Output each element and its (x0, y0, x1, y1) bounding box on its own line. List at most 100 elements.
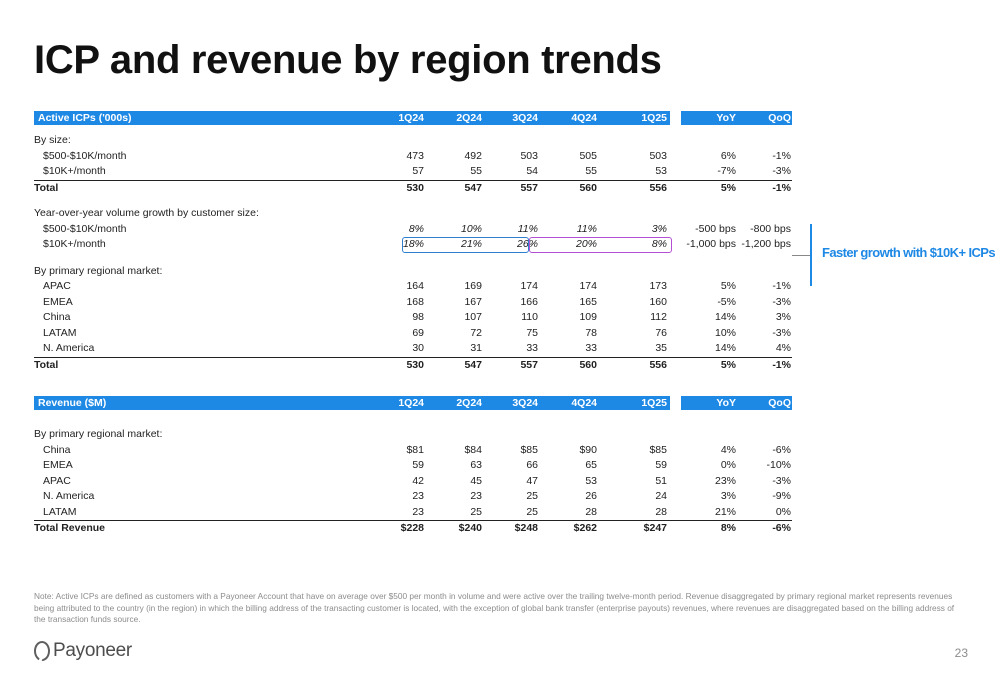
header-col: QoQ (768, 397, 791, 409)
table-cell: 3% (651, 222, 667, 235)
header-col: YoY (716, 112, 736, 124)
row-label: China (43, 311, 71, 323)
page-title: ICP and revenue by region trends (34, 38, 662, 82)
table-cell: 8% (651, 238, 667, 250)
section-label: Year-over-year volume growth by customer… (34, 206, 792, 222)
row-label: EMEA (43, 295, 73, 308)
section-label-text: By primary regional market: (34, 428, 163, 440)
table-cell: -6% (772, 443, 791, 456)
row-label: Total (34, 181, 59, 194)
table-cell: -7% (717, 165, 736, 177)
header-col: YoY (716, 397, 736, 409)
table-cell: 8% (408, 222, 424, 235)
table-cell: 55 (470, 165, 482, 177)
table-cell: 33 (526, 342, 538, 354)
table-row: LATAM 23 25 25 28 28 21% 0% (34, 505, 792, 521)
table-cell: 63 (470, 459, 482, 471)
row-label: $500-$10K/month (43, 222, 127, 235)
row-label: $500-$10K/month (43, 149, 127, 162)
row-label: N. America (43, 490, 95, 502)
table-cell: 25 (526, 490, 538, 502)
table-cell: 560 (579, 181, 597, 194)
table-cell: $85 (520, 443, 538, 456)
table-cell: 18% (402, 238, 424, 250)
row-label: $10K+/month (43, 165, 106, 177)
table-cell: 112 (650, 311, 667, 323)
table-cell: 5% (720, 181, 736, 194)
table-cell: 556 (649, 181, 667, 194)
row-label: LATAM (43, 505, 77, 518)
payoneer-logo-icon (34, 641, 50, 661)
table-row: LATAM 69 72 75 78 76 10% -3% (34, 326, 792, 342)
total-row: Total 530 547 557 560 556 5% -1% (34, 179, 792, 196)
header-col: 1Q25 (641, 397, 667, 409)
table-cell: 23 (412, 490, 424, 502)
table-row: $10K+/month 57 55 54 55 53 -7% -3% (34, 164, 792, 180)
table-cell: 59 (412, 459, 424, 471)
section-label: By primary regional market: (34, 427, 792, 443)
table-cell: $262 (573, 522, 597, 534)
table-cell: 174 (579, 280, 597, 292)
header-col: 2Q24 (456, 112, 482, 124)
table-cell: -500 bps (695, 222, 736, 235)
table-cell: 164 (406, 280, 424, 292)
row-label: APAC (43, 474, 71, 487)
table-cell: $248 (514, 522, 538, 534)
table-cell: 25 (470, 505, 482, 518)
table-cell: $240 (458, 522, 482, 534)
table-cell: -3% (772, 326, 791, 339)
table-cell: 4% (775, 342, 791, 354)
table-row: APAC 42 45 47 53 51 23% -3% (34, 474, 792, 490)
table-cell: 55 (585, 165, 597, 177)
table-cell: -1% (772, 181, 791, 194)
table-cell: -1% (772, 280, 791, 292)
table-cell: $81 (406, 443, 424, 456)
table-cell: 26% (516, 238, 538, 250)
revenue-table: Revenue ($M) 1Q24 2Q24 3Q24 4Q24 1Q25 Yo… (34, 396, 792, 536)
table-cell: 53 (585, 474, 597, 487)
header-col: 4Q24 (571, 397, 597, 409)
table-cell: 76 (655, 326, 667, 339)
table-cell: -3% (772, 295, 791, 308)
header-col: 1Q24 (398, 112, 424, 124)
table-cell: 14% (714, 311, 736, 323)
table-row: EMEA 168 167 166 165 160 -5% -3% (34, 295, 792, 311)
table-cell: -3% (772, 474, 791, 487)
table-cell: 3% (720, 490, 736, 502)
table-cell: 14% (714, 342, 736, 354)
table-cell: -10% (766, 459, 791, 471)
header-col: 1Q25 (641, 112, 667, 124)
table-cell: $84 (464, 443, 482, 456)
table-cell: 10% (714, 326, 736, 339)
table-cell: 45 (470, 474, 482, 487)
section-label: By primary regional market: (34, 264, 792, 280)
callout-bar (810, 224, 812, 286)
table-cell: $85 (649, 443, 667, 456)
table-row: $500-$10K/month 473 492 503 505 503 6% -1% (34, 149, 792, 165)
table-cell: 166 (520, 295, 538, 308)
row-label: Total Revenue (34, 522, 105, 534)
table-cell: 54 (526, 165, 538, 177)
footnote: Note: Active ICPs are defined as custome… (34, 591, 955, 624)
table-cell: 530 (406, 181, 424, 194)
table-cell: 107 (464, 311, 482, 323)
table-row: N. America 23 23 25 26 24 3% -9% (34, 489, 792, 505)
table-cell: 98 (412, 311, 424, 323)
revenue-table-header: Revenue ($M) 1Q24 2Q24 3Q24 4Q24 1Q25 Yo… (34, 396, 792, 410)
icp-table: Active ICPs ('000s) 1Q24 2Q24 3Q24 4Q24 … (34, 111, 792, 372)
table-cell: 167 (464, 295, 482, 308)
row-label: EMEA (43, 459, 73, 471)
table-cell: -1% (772, 358, 791, 371)
table-cell: 23% (714, 474, 736, 487)
section-label-text: Year-over-year volume growth by customer… (34, 207, 259, 219)
table-cell: 557 (520, 358, 538, 371)
header-col: QoQ (768, 112, 791, 124)
callout-connector (792, 255, 810, 256)
row-label: Total (34, 358, 59, 371)
table-cell: 473 (406, 149, 424, 162)
table-cell: 21% (714, 505, 736, 518)
table-cell: 0% (775, 505, 791, 518)
table-cell: 174 (520, 280, 538, 292)
table-row: EMEA 59 63 66 65 59 0% -10% (34, 458, 792, 474)
table-cell: -1,200 bps (741, 238, 791, 250)
